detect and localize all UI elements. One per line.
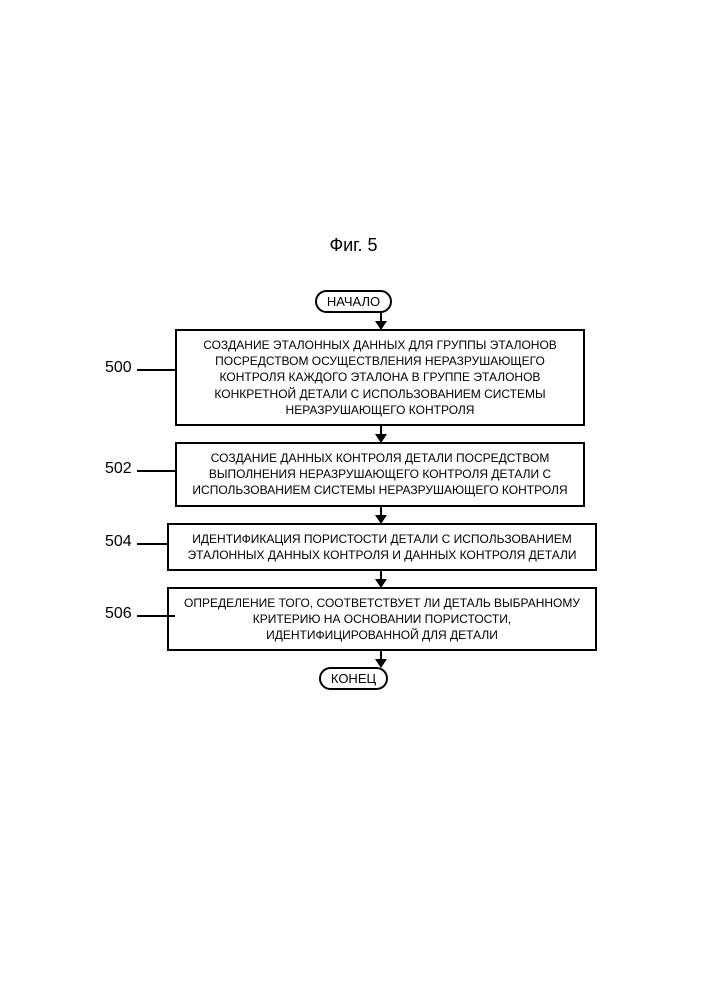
step-label-500: 500 bbox=[105, 359, 132, 377]
step-label-504: 504 bbox=[105, 533, 132, 551]
step-connector-506 bbox=[137, 615, 175, 617]
arrow-0 bbox=[380, 313, 382, 329]
terminal-start-row: НАЧАЛО bbox=[0, 290, 707, 313]
figure-title: Фиг. 5 bbox=[0, 235, 707, 256]
step-label-502: 502 bbox=[105, 460, 132, 478]
terminal-end: КОНЕЦ bbox=[319, 667, 388, 690]
arrow-2 bbox=[380, 507, 382, 523]
step-label-506: 506 bbox=[105, 605, 132, 623]
step-connector-504 bbox=[137, 543, 167, 545]
step-506-row: 506 ОПРЕДЕЛЕНИЕ ТОГО, СООТВЕТСТВУЕТ ЛИ Д… bbox=[0, 587, 707, 652]
terminal-end-row: КОНЕЦ bbox=[0, 667, 707, 690]
arrow-1 bbox=[380, 426, 382, 442]
process-box-502: СОЗДАНИЕ ДАННЫХ КОНТРОЛЯ ДЕТАЛИ ПОСРЕДСТ… bbox=[175, 442, 585, 507]
step-connector-500 bbox=[137, 369, 175, 371]
terminal-start: НАЧАЛО bbox=[315, 290, 392, 313]
step-504-row: 504 ИДЕНТИФИКАЦИЯ ПОРИСТОСТИ ДЕТАЛИ С ИС… bbox=[0, 523, 707, 571]
arrow-4 bbox=[380, 651, 382, 667]
process-box-506: ОПРЕДЕЛЕНИЕ ТОГО, СООТВЕТСТВУЕТ ЛИ ДЕТАЛ… bbox=[167, 587, 597, 652]
process-box-504: ИДЕНТИФИКАЦИЯ ПОРИСТОСТИ ДЕТАЛИ С ИСПОЛЬ… bbox=[167, 523, 597, 571]
flowchart-container: НАЧАЛО 500 СОЗДАНИЕ ЭТАЛОННЫХ ДАННЫХ ДЛЯ… bbox=[0, 290, 707, 690]
arrow-3 bbox=[380, 571, 382, 587]
step-502-row: 502 СОЗДАНИЕ ДАННЫХ КОНТРОЛЯ ДЕТАЛИ ПОСР… bbox=[0, 442, 707, 507]
step-500-row: 500 СОЗДАНИЕ ЭТАЛОННЫХ ДАННЫХ ДЛЯ ГРУППЫ… bbox=[0, 329, 707, 426]
process-box-500: СОЗДАНИЕ ЭТАЛОННЫХ ДАННЫХ ДЛЯ ГРУППЫ ЭТА… bbox=[175, 329, 585, 426]
step-connector-502 bbox=[137, 470, 175, 472]
